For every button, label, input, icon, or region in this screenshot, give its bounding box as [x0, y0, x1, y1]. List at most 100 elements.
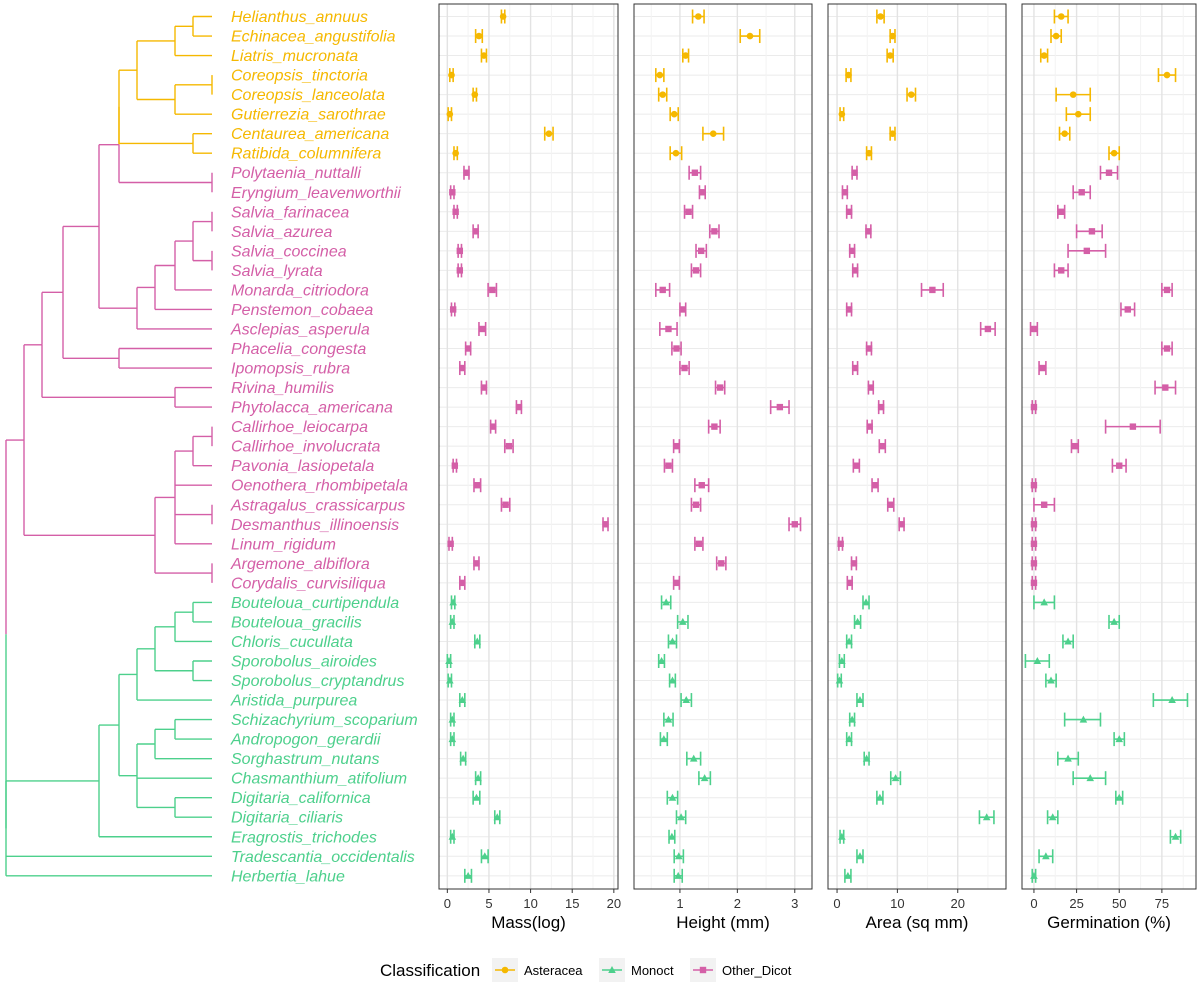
point-square [791, 521, 798, 528]
panel-points [1024, 9, 1189, 883]
tick-label: 20 [607, 896, 621, 911]
species-label: Pavonia_lasiopetala [231, 458, 374, 475]
tick-label: 0 [1030, 896, 1037, 911]
trait-panel: 1 2 3 Height (mm) [633, 3, 813, 932]
species-label: Callirhoe_leiocarpa [231, 419, 368, 436]
point-triangle [668, 676, 677, 684]
species-label: Phacelia_congesta [231, 341, 366, 358]
point-triangle [445, 656, 453, 664]
point-square [697, 247, 705, 255]
axis-title: Area (sq mm) [866, 913, 969, 932]
point-triangle [1168, 696, 1176, 704]
tick-label: 0 [444, 896, 451, 911]
species-label: Corydalis_curvisiliqua [231, 575, 386, 592]
point-triangle [473, 637, 482, 645]
point-circle [475, 32, 483, 40]
point-circle [865, 149, 873, 157]
species-label: Salvia_lyrata [231, 263, 323, 280]
species-label: Coreopsis_tinctoria [231, 68, 368, 85]
species-label: Sporobolus_cryptandrus [231, 673, 404, 690]
tick-label: 20 [950, 896, 964, 911]
species-label: Astragalus_crassicarpus [230, 497, 405, 514]
species-label: Polytaenia_nuttalli [231, 165, 361, 182]
point-circle [1074, 110, 1082, 118]
species-label: Asclepias_asperula [230, 321, 370, 338]
point-square [695, 540, 703, 548]
tick-label: 10 [523, 896, 537, 911]
point-circle [886, 52, 894, 59]
panel-points [655, 9, 802, 883]
point-circle [889, 32, 896, 40]
species-label: Monarda_citriodora [231, 282, 369, 299]
point-square [681, 364, 688, 372]
point-square [1030, 403, 1038, 411]
point-square [1163, 286, 1171, 294]
point-square [776, 403, 784, 411]
point-square [1124, 306, 1131, 313]
point-triangle [1115, 793, 1124, 801]
axis-title: Mass(log) [491, 913, 566, 932]
point-circle [889, 130, 896, 137]
point-triangle [862, 598, 870, 606]
point-square [489, 286, 496, 294]
point-square [866, 423, 873, 430]
point-square [673, 442, 680, 450]
point-triangle [472, 793, 481, 801]
point-triangle [660, 735, 668, 743]
point-triangle [700, 774, 709, 782]
point-square [877, 403, 885, 411]
point-square [1030, 325, 1038, 333]
species-label: Salvia_farinacea [231, 204, 349, 221]
point-square [459, 579, 466, 587]
trait-panel: 0 25 50 75 Germination (%) [1021, 3, 1197, 932]
point-circle [452, 149, 459, 157]
axis-title: Germination (%) [1047, 913, 1171, 932]
species-label: Sorghastrum_nutans [231, 751, 380, 768]
point-square [505, 442, 513, 450]
point-square [459, 364, 466, 372]
species-label: Tradescantia_occidentalis [231, 849, 415, 866]
point-circle [746, 32, 754, 40]
point-circle [545, 130, 553, 137]
point-square [449, 306, 457, 313]
point-square [853, 462, 860, 469]
point-triangle [856, 696, 864, 704]
point-square [665, 325, 672, 333]
point-square [451, 462, 459, 469]
point-circle [672, 149, 680, 157]
species-label: Aristida_purpurea [230, 693, 357, 710]
point-square [1030, 560, 1038, 567]
species-label: Bouteloua_gracilis [231, 614, 362, 631]
point-triangle [662, 598, 670, 606]
point-triangle [1048, 813, 1057, 821]
point-triangle [674, 871, 683, 879]
point-square [898, 521, 905, 528]
species-label: Salvia_coccinea [231, 243, 347, 260]
point-square [1105, 169, 1113, 176]
point-square [1040, 501, 1048, 508]
point-square [456, 267, 464, 274]
trait-panel: 0 5 10 15 20 Mass(log) [438, 3, 621, 932]
point-circle [471, 91, 479, 98]
point-square [685, 208, 692, 215]
species-label: Helianthus_annuus [231, 9, 368, 26]
point-circle [877, 13, 884, 20]
point-square [850, 560, 858, 567]
point-square [865, 228, 872, 235]
panel-points [835, 9, 996, 883]
point-circle [1057, 13, 1065, 20]
point-square [1030, 521, 1038, 528]
point-circle [1052, 32, 1060, 40]
point-square [473, 560, 480, 567]
point-square [1030, 482, 1038, 489]
species-label: Sporobolus_airoides [231, 653, 377, 670]
panel-points [445, 9, 609, 883]
species-label: Salvia_azurea [231, 224, 333, 241]
point-circle [1163, 71, 1171, 79]
point-square [1163, 345, 1171, 352]
species-label: Eragrostis_trichodes [231, 829, 377, 846]
point-square [1129, 423, 1137, 430]
point-triangle [493, 813, 502, 821]
point-square [711, 228, 718, 235]
